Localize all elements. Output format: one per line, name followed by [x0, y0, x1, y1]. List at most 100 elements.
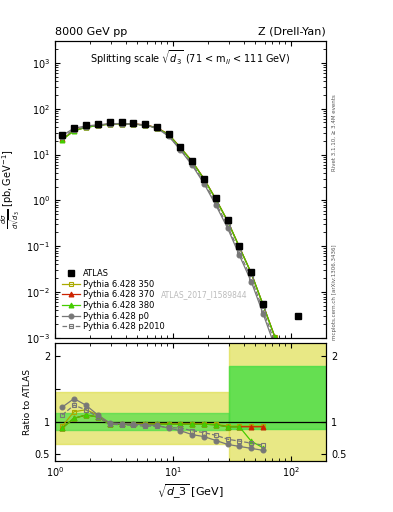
Pythia 6.428 p2010 — [225, 223, 230, 229]
Pythia 6.428 380 — [60, 137, 64, 143]
Pythia 6.428 350 — [308, 440, 312, 446]
Pythia 6.428 p2010 — [202, 179, 206, 185]
ATLAS — [131, 120, 136, 126]
ATLAS — [225, 217, 230, 223]
Pythia 6.428 370 — [60, 136, 64, 142]
Pythia 6.428 p0 — [119, 120, 124, 126]
Pythia 6.428 p0 — [178, 147, 183, 153]
Pythia 6.428 380 — [166, 132, 171, 138]
Text: Splitting scale $\sqrt{d_3}$ (71 < m$_{ll}$ < 111 GeV): Splitting scale $\sqrt{d_3}$ (71 < m$_{l… — [90, 49, 291, 67]
Pythia 6.428 p0 — [95, 122, 100, 128]
Pythia 6.428 370 — [166, 131, 171, 137]
Pythia 6.428 350 — [60, 137, 64, 143]
Pythia 6.428 380 — [190, 159, 195, 165]
Pythia 6.428 p2010 — [131, 121, 136, 127]
Legend: ATLAS, Pythia 6.428 350, Pythia 6.428 370, Pythia 6.428 380, Pythia 6.428 p0, Py: ATLAS, Pythia 6.428 350, Pythia 6.428 37… — [59, 266, 167, 334]
Pythia 6.428 p0 — [249, 279, 253, 285]
ATLAS — [84, 122, 88, 128]
Pythia 6.428 350 — [166, 132, 171, 138]
Pythia 6.428 380 — [143, 122, 147, 128]
Pythia 6.428 p2010 — [261, 307, 265, 313]
Pythia 6.428 350 — [178, 145, 183, 151]
Text: mcplots.cern.ch [arXiv:1306.3436]: mcplots.cern.ch [arXiv:1306.3436] — [332, 244, 337, 339]
Pythia 6.428 p0 — [272, 344, 277, 350]
Pythia 6.428 p2010 — [143, 122, 147, 129]
Pythia 6.428 p2010 — [284, 374, 289, 380]
Pythia 6.428 350 — [154, 125, 159, 131]
Pythia 6.428 p2010 — [107, 121, 112, 127]
Pythia 6.428 370 — [225, 218, 230, 224]
Pythia 6.428 370 — [95, 122, 100, 129]
Line: Pythia 6.428 p0: Pythia 6.428 p0 — [60, 121, 312, 457]
Pythia 6.428 p0 — [190, 162, 195, 168]
Pythia 6.428 380 — [249, 270, 253, 276]
Pythia 6.428 350 — [249, 270, 253, 276]
Pythia 6.428 350 — [95, 122, 100, 129]
Y-axis label: Ratio to ATLAS: Ratio to ATLAS — [23, 369, 32, 435]
Pythia 6.428 380 — [261, 302, 265, 308]
ATLAS — [202, 176, 206, 182]
ATLAS — [166, 131, 171, 137]
Bar — [55, 392, 229, 444]
ATLAS — [178, 144, 183, 150]
Pythia 6.428 380 — [131, 121, 136, 127]
Pythia 6.428 380 — [154, 125, 159, 131]
ATLAS — [261, 301, 265, 307]
Pythia 6.428 380 — [72, 127, 76, 134]
ATLAS — [143, 121, 147, 127]
ATLAS — [213, 196, 218, 202]
Pythia 6.428 p2010 — [308, 447, 312, 454]
Pythia 6.428 350 — [213, 196, 218, 202]
Pythia 6.428 p0 — [261, 310, 265, 316]
Pythia 6.428 370 — [213, 196, 218, 202]
Line: Pythia 6.428 p2010: Pythia 6.428 p2010 — [60, 121, 312, 453]
Pythia 6.428 p2010 — [119, 121, 124, 127]
Bar — [229, 343, 326, 461]
Bar — [55, 413, 229, 430]
Pythia 6.428 350 — [131, 121, 136, 127]
Pythia 6.428 370 — [272, 334, 277, 340]
Pythia 6.428 350 — [237, 244, 242, 250]
Pythia 6.428 p0 — [237, 252, 242, 259]
Pythia 6.428 370 — [107, 121, 112, 127]
Pythia 6.428 370 — [72, 127, 76, 134]
Pythia 6.428 p2010 — [249, 275, 253, 281]
Pythia 6.428 350 — [84, 124, 88, 131]
Pythia 6.428 370 — [190, 158, 195, 164]
Pythia 6.428 p0 — [154, 125, 159, 131]
Line: ATLAS: ATLAS — [59, 119, 301, 319]
Pythia 6.428 p0 — [225, 225, 230, 231]
Pythia 6.428 p2010 — [178, 146, 183, 153]
Pythia 6.428 p0 — [213, 202, 218, 208]
Pythia 6.428 p2010 — [190, 161, 195, 167]
Pythia 6.428 380 — [213, 196, 218, 202]
Pythia 6.428 370 — [308, 440, 312, 446]
Pythia 6.428 p2010 — [84, 124, 88, 130]
Pythia 6.428 380 — [272, 334, 277, 340]
Pythia 6.428 p0 — [131, 121, 136, 127]
Pythia 6.428 350 — [119, 121, 124, 127]
Pythia 6.428 350 — [143, 122, 147, 128]
Pythia 6.428 350 — [272, 334, 277, 340]
Pythia 6.428 p2010 — [60, 134, 64, 140]
ATLAS — [60, 132, 64, 138]
ATLAS — [72, 125, 76, 131]
Pythia 6.428 380 — [225, 218, 230, 224]
ATLAS — [95, 121, 100, 127]
Pythia 6.428 370 — [249, 270, 253, 276]
Pythia 6.428 370 — [261, 302, 265, 308]
Pythia 6.428 370 — [84, 124, 88, 130]
Pythia 6.428 380 — [296, 403, 301, 410]
Line: Pythia 6.428 370: Pythia 6.428 370 — [60, 121, 312, 445]
Text: Z (Drell-Yan): Z (Drell-Yan) — [259, 27, 326, 36]
Pythia 6.428 350 — [261, 302, 265, 308]
Pythia 6.428 p0 — [84, 123, 88, 129]
ATLAS — [296, 313, 301, 319]
X-axis label: $\sqrt{d\_3}\ [\mathrm{GeV}]$: $\sqrt{d\_3}\ [\mathrm{GeV}]$ — [157, 482, 224, 501]
Pythia 6.428 p2010 — [272, 339, 277, 346]
Pythia 6.428 p0 — [143, 122, 147, 128]
Pythia 6.428 p0 — [308, 452, 312, 458]
Y-axis label: $\frac{d\sigma}{d\sqrt{d_3}}\ [\mathrm{pb,GeV}^{-1}]$: $\frac{d\sigma}{d\sqrt{d_3}}\ [\mathrm{p… — [0, 150, 24, 229]
Pythia 6.428 p0 — [72, 125, 76, 131]
Pythia 6.428 380 — [284, 368, 289, 374]
